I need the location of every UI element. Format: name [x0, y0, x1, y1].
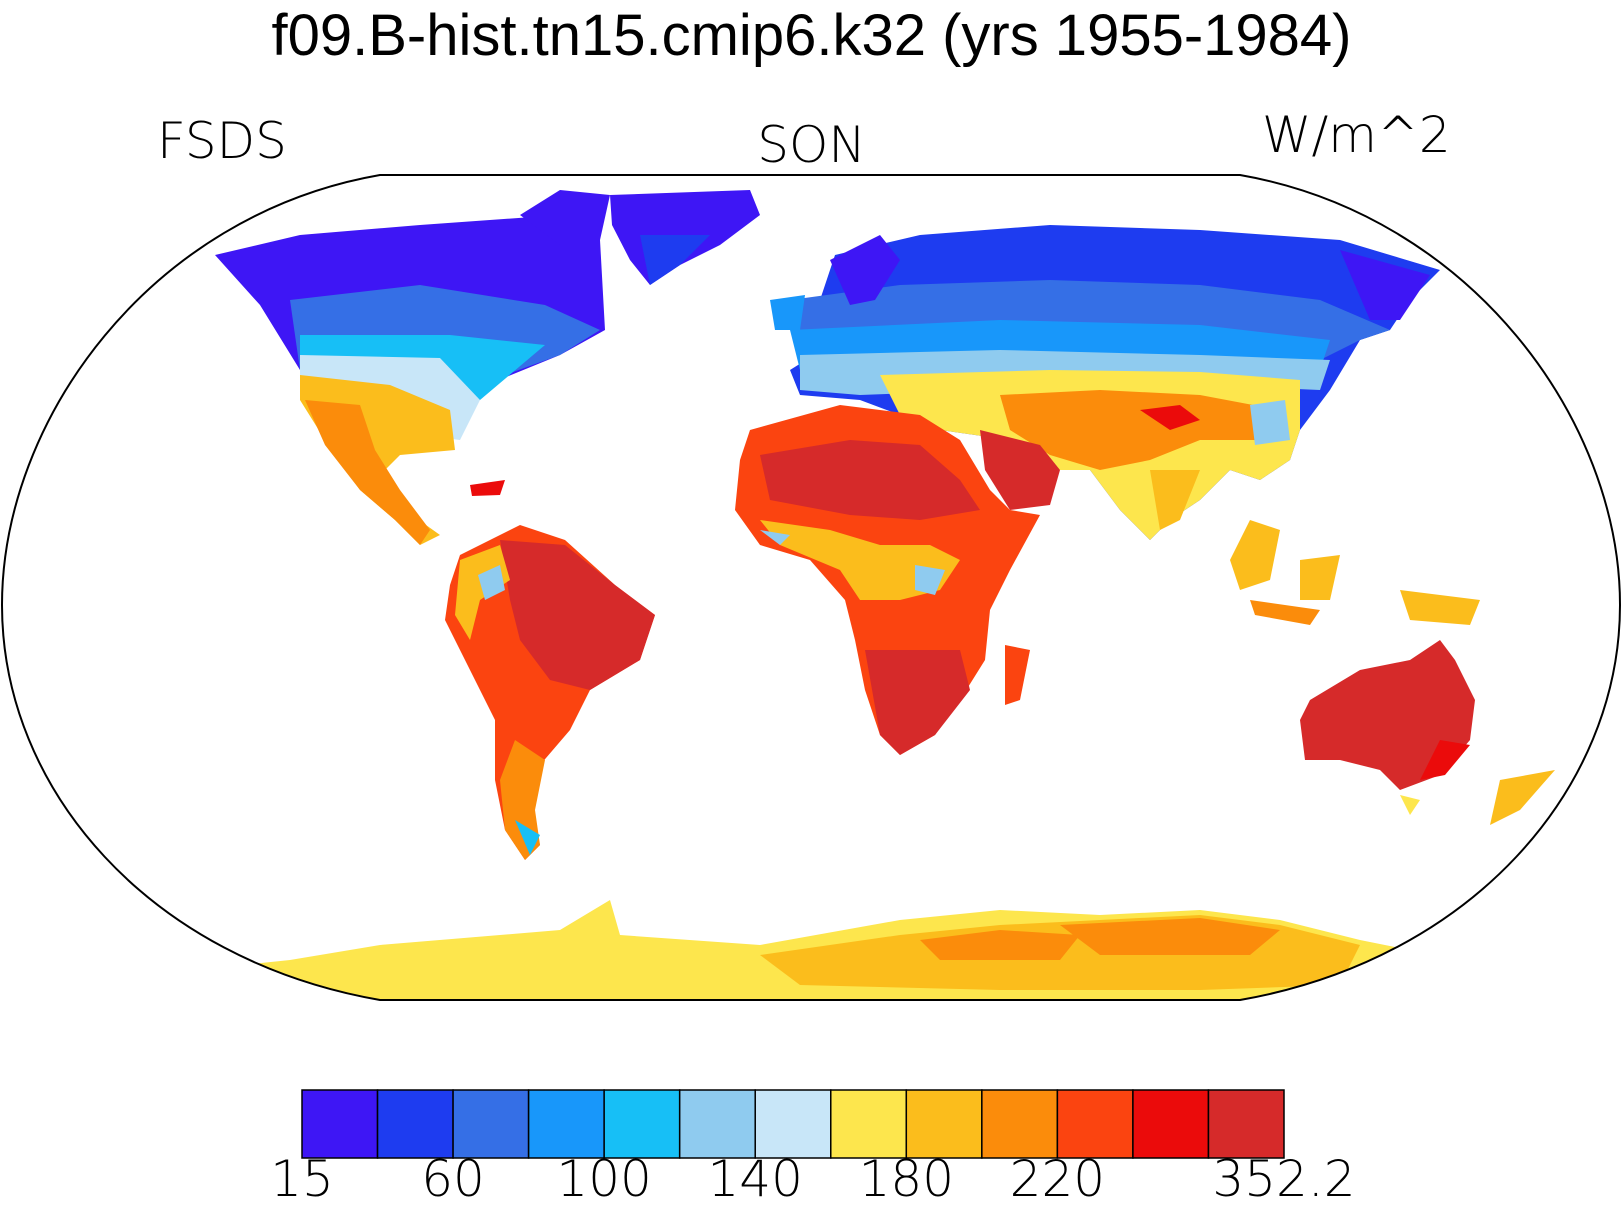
antarctica-landmass	[2, 900, 1620, 1000]
colorbar-swatch	[905, 1089, 983, 1159]
colorbar-tick-label: 220	[1010, 1150, 1105, 1208]
colorbar-swatch	[1132, 1089, 1210, 1159]
colorbar-tick-label: 140	[708, 1150, 803, 1208]
colorbar-swatch	[527, 1089, 605, 1159]
colorbar-swatch	[301, 1089, 379, 1159]
colorbar-tick-label: 352.2	[1212, 1150, 1355, 1208]
north-america-landmass	[215, 190, 610, 545]
colorbar-tick-label: 60	[421, 1150, 485, 1208]
colorbar-swatch	[452, 1089, 530, 1159]
colorbar-swatch	[603, 1089, 681, 1159]
variable-label: FSDS	[157, 112, 287, 170]
colorbar-swatch	[830, 1089, 908, 1159]
units-label: W/m^2	[1262, 106, 1451, 164]
south-america-landmass	[445, 525, 655, 860]
colorbar-swatch	[376, 1089, 454, 1159]
map-area	[2, 190, 1620, 1000]
colorbar-swatch	[981, 1089, 1059, 1159]
season-label: SON	[757, 116, 866, 174]
colorbar: 15 60 100 140 180 220 352.2	[270, 1089, 1356, 1208]
colorbar-swatch	[754, 1089, 832, 1159]
africa-landmass	[735, 405, 1060, 755]
colorbar-swatch	[678, 1089, 756, 1159]
colorbar-swatch	[1207, 1089, 1285, 1159]
australia-landmass	[1300, 640, 1555, 825]
colorbar-swatch	[1056, 1089, 1134, 1159]
eurasia-landmass	[790, 225, 1480, 625]
colorbar-tick-label: 100	[556, 1150, 651, 1208]
colorbar-tick-label: 15	[270, 1150, 334, 1208]
map-outline	[0, 174, 1622, 1001]
map-title: f09.B-hist.tn15.cmip6.k32 (yrs 1955-1984…	[271, 3, 1352, 68]
colorbar-tick-label: 180	[859, 1150, 954, 1208]
